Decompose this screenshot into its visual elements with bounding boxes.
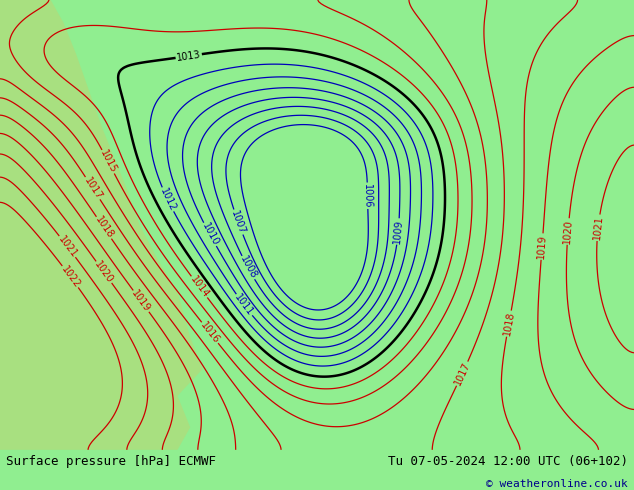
Text: 1008: 1008 — [238, 254, 258, 281]
Text: 1012: 1012 — [158, 186, 178, 213]
Text: 1018: 1018 — [93, 215, 115, 241]
Text: 1021: 1021 — [56, 234, 79, 259]
Text: © weatheronline.co.uk: © weatheronline.co.uk — [486, 479, 628, 489]
Text: 1006: 1006 — [362, 183, 373, 208]
Text: 1017: 1017 — [453, 361, 472, 387]
Text: 1022: 1022 — [59, 264, 82, 290]
Text: 1020: 1020 — [93, 259, 115, 285]
Text: 1014: 1014 — [188, 274, 210, 300]
Text: 1021: 1021 — [592, 215, 604, 241]
Text: 1007: 1007 — [230, 209, 247, 235]
Text: Tu 07-05-2024 12:00 UTC (06+102): Tu 07-05-2024 12:00 UTC (06+102) — [387, 455, 628, 468]
Text: 1016: 1016 — [198, 320, 221, 345]
Text: Surface pressure [hPa] ECMWF: Surface pressure [hPa] ECMWF — [6, 455, 216, 468]
Text: 1019: 1019 — [536, 234, 548, 259]
Text: 1009: 1009 — [392, 219, 404, 244]
Polygon shape — [0, 0, 203, 450]
Text: 1017: 1017 — [82, 175, 103, 201]
Text: 1011: 1011 — [233, 292, 256, 318]
Text: 1013: 1013 — [176, 49, 202, 63]
Text: 1010: 1010 — [200, 221, 220, 247]
Text: 1019: 1019 — [130, 288, 152, 314]
Text: 1018: 1018 — [502, 311, 516, 337]
Text: 1020: 1020 — [562, 219, 574, 244]
Text: 1015: 1015 — [98, 148, 119, 175]
